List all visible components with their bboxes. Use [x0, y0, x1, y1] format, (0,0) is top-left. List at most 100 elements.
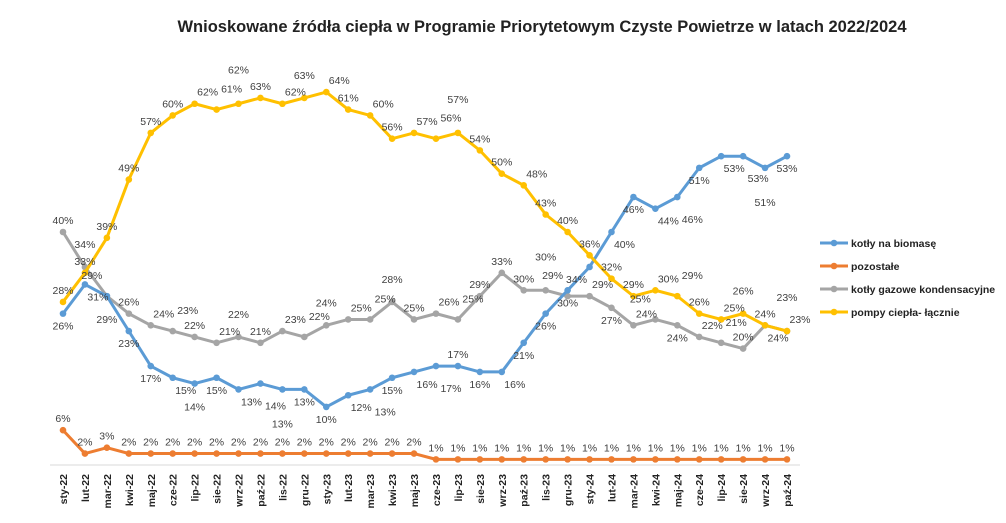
data-label: 43% [535, 198, 556, 210]
x-tick-label: wrz-23 [497, 474, 509, 508]
data-label: 1% [450, 442, 465, 454]
data-point [410, 316, 418, 323]
data-point [301, 450, 308, 457]
x-tick-label: sty-24 [585, 474, 597, 505]
x-tick-label: lip-22 [190, 474, 202, 502]
data-labels: 28%33%39%49%57%60%62% 61%62%63% 62%63% 64%6… [52, 65, 810, 455]
data-point [652, 205, 659, 212]
data-label: 29% [81, 270, 102, 282]
data-point [542, 211, 549, 218]
data-point [257, 450, 264, 457]
data-point [235, 450, 242, 457]
data-label: 49% [118, 163, 139, 175]
data-point [695, 333, 703, 341]
data-label: 2% [77, 437, 92, 449]
data-point [739, 456, 747, 463]
data-label: 26% [689, 297, 710, 309]
data-label: 26% [118, 297, 139, 309]
data-point [695, 164, 703, 172]
data-point [498, 456, 506, 463]
data-label: 34% [74, 239, 95, 251]
data-point [235, 386, 242, 393]
data-point [674, 456, 681, 463]
x-tick-label: cze-23 [431, 474, 443, 506]
data-label: 15% [206, 385, 227, 397]
data-point [103, 444, 111, 452]
data-point [213, 450, 220, 457]
data-label: 28% [52, 285, 73, 297]
chart-title: Wnioskowane źródła ciepła w Programie Pr… [177, 18, 907, 36]
data-label: 22% [309, 311, 330, 323]
data-label: 2% [275, 437, 290, 449]
x-tick-label: gru-22 [299, 474, 311, 506]
series-kotły-gazowe-kondensacyjne [59, 228, 791, 352]
data-point [476, 368, 484, 376]
data-label: 10% [316, 414, 337, 426]
data-point [410, 129, 418, 137]
x-tick-label: mar-23 [365, 474, 377, 509]
data-point [630, 193, 637, 201]
data-point [476, 456, 484, 463]
data-label: 23% [776, 292, 797, 304]
data-label: 1% [670, 442, 685, 454]
data-label: 12% [351, 402, 372, 414]
data-point [257, 339, 264, 347]
data-label: 26% [535, 321, 556, 333]
x-tick-label: sty-22 [58, 474, 70, 505]
x-tick-label: mar-24 [628, 474, 640, 509]
data-label: 26% [52, 321, 73, 333]
data-label: 27% [601, 315, 622, 327]
data-label: 53% [776, 163, 797, 175]
data-point [169, 374, 176, 382]
data-point [366, 386, 374, 393]
data-label: 21% [726, 317, 747, 329]
data-point [652, 287, 659, 294]
data-label: 2% [253, 437, 268, 449]
x-tick-label: sie-22 [212, 474, 224, 504]
x-tick-label: lis-23 [541, 474, 553, 501]
data-point [125, 310, 133, 317]
data-label: 21% [219, 326, 240, 338]
data-label: 13% [272, 418, 293, 430]
data-label: 23% [118, 338, 139, 350]
data-label: 60% [373, 98, 394, 110]
data-point [564, 228, 571, 236]
data-label: 24% [667, 332, 688, 344]
data-point [608, 304, 615, 312]
data-label: 24% [636, 308, 657, 320]
data-point [81, 450, 89, 457]
data-label: 2% [165, 437, 180, 449]
data-point [739, 152, 747, 160]
data-point [783, 327, 791, 335]
data-label: 56% [440, 113, 461, 125]
data-point [454, 316, 462, 323]
data-point [761, 456, 769, 463]
data-label: 13% [375, 406, 396, 418]
data-label: 1% [648, 442, 663, 454]
x-tick-label: lip-23 [453, 474, 465, 502]
legend-marker-icon [830, 262, 838, 270]
data-label: 40% [52, 215, 73, 227]
data-point [59, 310, 67, 317]
data-point [59, 298, 67, 306]
data-point [564, 456, 571, 463]
x-tick-label: paź-22 [255, 474, 267, 507]
data-label: 25% [404, 302, 425, 314]
data-label: 2% [121, 437, 136, 449]
data-point [783, 456, 791, 463]
data-label: 44% [658, 216, 679, 228]
data-label: 17% [140, 373, 161, 385]
data-label: 25% [630, 293, 651, 305]
data-point [498, 170, 506, 177]
data-label: 17% [447, 349, 468, 361]
data-point [81, 281, 89, 288]
data-point [191, 380, 198, 387]
data-point [476, 147, 484, 154]
data-label: 50% [491, 157, 512, 169]
data-label: 51% [755, 197, 776, 209]
data-label: 1% [472, 442, 487, 454]
data-point [717, 456, 725, 463]
x-tick-label: lut-23 [343, 474, 355, 502]
data-point [652, 456, 659, 463]
data-point [498, 269, 506, 277]
